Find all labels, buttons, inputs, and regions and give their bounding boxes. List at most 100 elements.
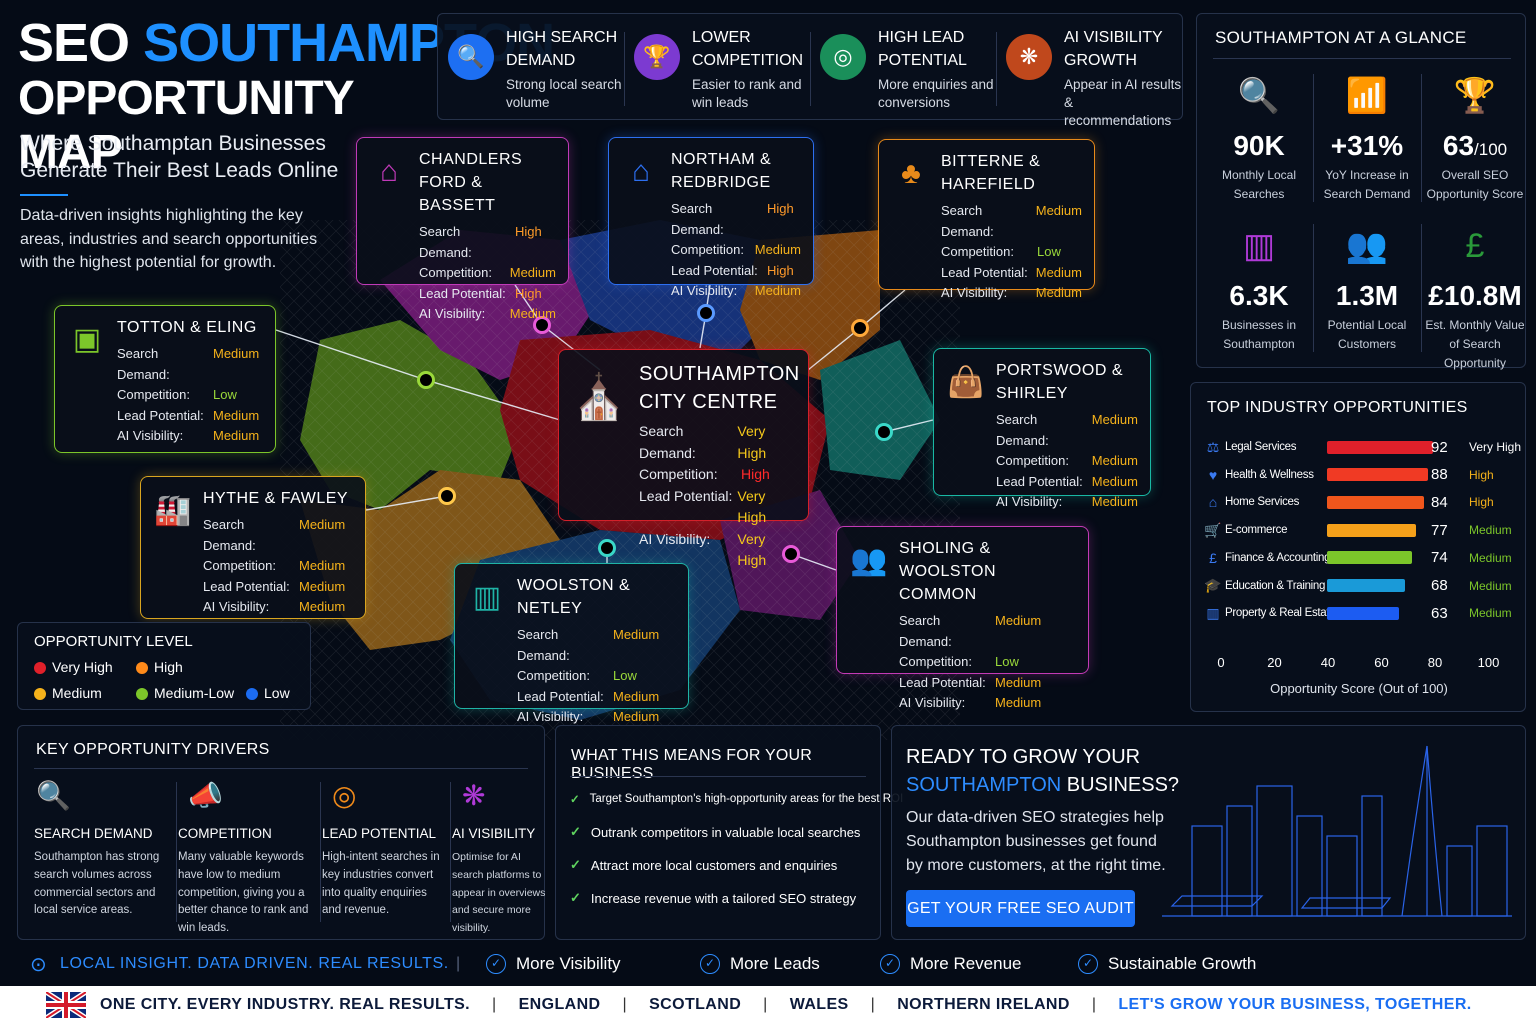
area-metrics: Search Demand: High Competition: Medium Lead…: [419, 222, 556, 325]
footer-sep: |: [492, 996, 497, 1013]
metric-row: Lead Potential: Medium: [996, 472, 1138, 493]
metric-label: Lead Potential:: [639, 487, 733, 504]
map-node-woolston[interactable]: [598, 539, 616, 557]
feature-2: ◎ HIGH LEAD POTENTIAL More enquiries and c…: [820, 24, 1000, 112]
industry-panel: TOP INDUSTRY OPPORTUNITIES ⚖ Legal Servic…: [1190, 382, 1526, 712]
map-node-bitterne[interactable]: [851, 319, 869, 337]
check-icon: ✓: [570, 890, 581, 905]
area-name: HYTHE & FAWLEY: [203, 490, 349, 507]
stat-number: 63: [1442, 130, 1475, 161]
industry-label: Legal Services: [1225, 441, 1297, 453]
area-card-portswood[interactable]: 👜 PORTSWOOD & SHIRLEY Search Demand: Medium…: [933, 348, 1151, 509]
area-card-city[interactable]: ⛪ SOUTHAMPTON CITY CENTRE Search Demand: Ve…: [558, 349, 809, 568]
industry-bar: [1327, 551, 1412, 565]
footer-sep: |: [763, 996, 768, 1013]
legend-item: High: [136, 659, 183, 675]
means-item: ✓ Outrank competitors in valuable local s…: [570, 821, 875, 843]
metric-label: Lead Potential:: [419, 285, 506, 301]
glance-stat-4: 👥 1.3M Potential Local Customers: [1313, 220, 1421, 360]
map-node-hythe[interactable]: [438, 487, 456, 505]
metric-label: AI Visibility:: [671, 283, 738, 298]
stat-divider: [1421, 224, 1422, 352]
metric-row: Search Demand: Medium: [517, 625, 676, 666]
area-card-northam[interactable]: ⌂ NORTHAM & REDBRIDGE Search Demand: High Co…: [608, 137, 814, 298]
metric-label: Lead Potential:: [899, 674, 986, 690]
metric-label: Search Demand:: [671, 201, 724, 237]
feature-desc: Appear in AI results & recommendations: [1064, 77, 1182, 128]
metric-label: Competition:: [639, 466, 718, 482]
metric-row: Lead Potential: High: [671, 261, 801, 282]
metric-row: AI Visibility: Medium: [203, 597, 353, 618]
area-card-hythe[interactable]: 🏭 HYTHE & FAWLEY Search Demand: Medium Compe…: [140, 476, 366, 619]
map-node-totton[interactable]: [417, 371, 435, 389]
area-name: BITTERNE & HAREFIELD: [941, 153, 1041, 193]
driver-desc: Optimise for AI search platforms to appe…: [452, 851, 546, 935]
area-card-bitterne[interactable]: ♣ BITTERNE & HAREFIELD Search Demand: Mediu…: [878, 139, 1095, 300]
metric-row: AI Visibility: Medium: [419, 304, 556, 325]
map-node-chandlers[interactable]: [533, 316, 551, 334]
footer-sep: |: [622, 996, 628, 1013]
feature-desc: Easier to rank and win leads: [692, 77, 802, 110]
metric-row: Competition: High: [639, 464, 796, 486]
industry-level: High: [1469, 495, 1494, 510]
industry-bar: [1327, 579, 1405, 592]
title-line2: OPPORTUNITY MAP: [18, 72, 354, 179]
tagline-row: ⊙ LOCAL INSIGHT. DATA DRIVEN. REAL RESUL…: [30, 950, 1510, 978]
metric-value: Medium: [509, 306, 556, 321]
area-card-totton[interactable]: ▣ TOTTON & ELING Search Demand: Medium Compe…: [54, 305, 276, 453]
metric-label: Lead Potential:: [941, 264, 1028, 280]
driver-title: AI VISIBILITY: [452, 826, 536, 841]
benefit-item: ✓ More Visibility: [486, 954, 700, 974]
glance-stat-0: 🔍 90K Monthly Local Searches: [1205, 70, 1313, 210]
pound-coin-icon: £: [1209, 549, 1217, 566]
free-audit-button[interactable]: GET YOUR FREE SEO AUDIT: [906, 890, 1135, 927]
brain-icon: ❋: [1006, 34, 1052, 80]
stat-divider: [1421, 74, 1422, 202]
benefit-label: More Leads: [730, 954, 820, 973]
check-circle-icon: ✓: [486, 954, 506, 974]
metric-label: Competition:: [517, 668, 590, 683]
growth-chart-icon: 📶: [1345, 77, 1389, 115]
stat-value: £10.8M: [1421, 280, 1529, 316]
metric-row: AI Visibility: Medium: [941, 283, 1082, 304]
stat-label: Est. Monthly Value of Search Opportunity: [1425, 318, 1525, 370]
driver-divider: [320, 782, 321, 922]
industry-bar-chart: ⚖ Legal Services 92 Very High ♥ Health & Well…: [1201, 433, 1521, 663]
metric-value: Medium: [1091, 453, 1138, 468]
means-item: ✓ Attract more local customers and enquir…: [570, 854, 875, 876]
metric-label: AI Visibility:: [117, 428, 184, 443]
benefit-label: More Revenue: [910, 954, 1022, 973]
industry-row: ⌂ Home Services 84 High: [1201, 488, 1531, 516]
feature-0: 🔍 HIGH SEARCH DEMAND Strong local search v…: [448, 24, 628, 112]
shopping-bag-icon: 👜: [947, 366, 985, 399]
stat-value: 63/100: [1421, 130, 1529, 166]
area-card-chandlers[interactable]: ⌂ CHANDLERS FORD & BASSETT Search Demand: H…: [356, 137, 569, 321]
area-card-sholing[interactable]: 👥 SHOLING & WOOLSTON COMMON Search Demand:…: [836, 526, 1089, 710]
driver-desc: Many valuable keywords have low to mediu…: [178, 851, 309, 935]
metric-value: Low: [1037, 244, 1061, 259]
cart-icon: 🛒: [1204, 521, 1222, 538]
stat-number: 90K: [1233, 130, 1285, 161]
driver-1: 📣 COMPETITION Many valuable keywords have …: [178, 776, 322, 936]
stat-label: Overall SEO Opportunity Score: [1426, 168, 1524, 201]
feature-desc: More enquiries and conversions: [878, 77, 994, 110]
metric-row: Lead Potential: Medium: [899, 673, 1076, 694]
map-node-sholing[interactable]: [782, 545, 800, 563]
metric-value: Medium: [613, 688, 660, 704]
legend-label: Very High: [52, 659, 113, 675]
legend-label: Low: [264, 685, 290, 701]
stat-divider: [1313, 224, 1314, 352]
driver-desc: Southampton has strong search volumes ac…: [34, 851, 160, 917]
means-item: ✓ Increase revenue with a tailored SEO st…: [570, 887, 875, 909]
metric-row: Competition: Low: [941, 242, 1082, 263]
map-node-portswood[interactable]: [875, 423, 893, 441]
metric-row: Search Demand: High: [671, 199, 801, 240]
glance-stat-5: £ £10.8M Est. Monthly Value of Search Oppo…: [1421, 220, 1529, 370]
metric-value: High: [767, 201, 794, 216]
metric-row: Competition: Medium: [671, 240, 801, 261]
area-card-woolston[interactable]: ▥ WOOLSTON & NETLEY Search Demand: Medium Co…: [454, 563, 689, 724]
legend-item: Very High: [34, 659, 113, 675]
industry-score: 92: [1431, 438, 1448, 456]
map-node-northam[interactable]: [697, 304, 715, 322]
metric-row: Competition: Medium: [419, 263, 556, 284]
